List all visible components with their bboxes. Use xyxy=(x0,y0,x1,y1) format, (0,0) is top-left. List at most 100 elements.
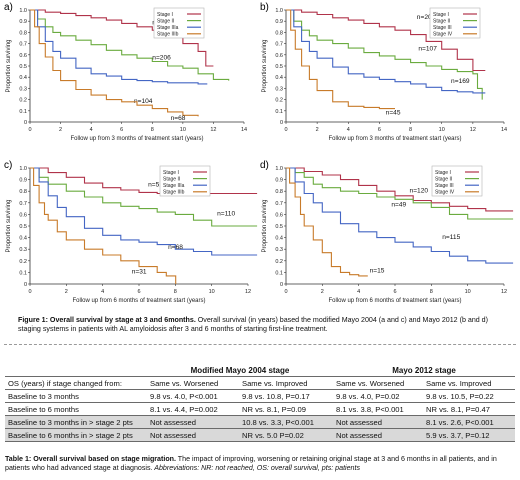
table-group-header: Mayo 2012 stage xyxy=(392,366,456,375)
y-tick-label: 0.2 xyxy=(275,98,283,104)
table-row: Baseline to 3 months in > stage 2 pts No… xyxy=(5,415,515,429)
y-tick-label: 0.5 xyxy=(19,224,27,230)
series-line xyxy=(30,9,199,117)
x-tick-label: 12 xyxy=(245,289,251,295)
y-tick-label: 0.5 xyxy=(19,64,27,70)
y-tick-label: 0.4 xyxy=(19,236,27,242)
x-tick-label: 10 xyxy=(180,127,186,133)
y-tick-label: 0 xyxy=(24,120,27,126)
km-panel-b: b) 0 0.1 0.2 0.3 0.4 0.5 0.6 0.7 0.8 0.9 1.0 0 2 4 6 8 10… xyxy=(260,2,516,150)
km-chart-svg: d) 0 0.1 0.2 0.3 0.4 0.5 0.6 0.7 0.8 0.9 1.0 0 2 4 6 8 10… xyxy=(260,160,514,304)
table-cell: Baseline to 3 months xyxy=(5,389,147,403)
y-tick-label: 0 xyxy=(24,282,27,288)
legend-box xyxy=(429,7,481,39)
table-cell: 10.8 vs. 3.3, P<0.001 xyxy=(239,415,333,429)
y-tick-label: 0.1 xyxy=(275,109,283,115)
table-cell: 8.1 vs. 3.8, P<0.001 xyxy=(333,402,423,416)
y-axis-label: Proportion surviving xyxy=(6,199,12,252)
table-row: Baseline to 3 months 9.8 vs. 4.0, P<0.00… xyxy=(5,389,515,403)
table-header-row: OS (years) if stage changed from: Same v… xyxy=(5,376,515,390)
x-tick-label: 8 xyxy=(151,127,154,133)
n-label: n=68 xyxy=(171,115,186,122)
n-label: n=49 xyxy=(391,201,406,208)
x-tick-label: 8 xyxy=(409,127,412,133)
legend-label: Stage III xyxy=(433,25,452,31)
table-caption: Table 1: Overall survival based on stage… xyxy=(5,455,515,472)
x-tick-label: 14 xyxy=(241,127,247,133)
km-chart-svg: a) 0 0.1 0.2 0.3 0.4 0.5 0.6 0.7 0.8 0.9 1.0 0 2 4 6 8 10… xyxy=(4,2,247,142)
y-tick-label: 0.8 xyxy=(19,30,27,36)
legend-label: Stage IIIa xyxy=(157,25,179,31)
x-tick-label: 0 xyxy=(28,127,31,133)
x-tick-label: 2 xyxy=(65,289,68,295)
legend-label: Stage II xyxy=(433,18,450,24)
y-tick-label: 0.1 xyxy=(19,109,27,115)
n-label: n=45 xyxy=(386,110,401,117)
y-tick-label: 0.2 xyxy=(19,98,27,104)
y-tick-label: 0.7 xyxy=(19,201,27,207)
legend-label: Stage IIIa xyxy=(163,183,185,189)
table-column-header: Same vs. Improved xyxy=(423,376,515,390)
y-tick-label: 0.9 xyxy=(19,178,27,184)
y-tick-label: 0.5 xyxy=(275,224,283,230)
n-label: n=206 xyxy=(152,54,171,61)
legend-label: Stage II xyxy=(435,176,452,182)
legend-label: Stage I xyxy=(157,12,173,18)
x-tick-label: 10 xyxy=(209,289,215,295)
y-tick-label: 0.9 xyxy=(275,178,283,184)
series-line xyxy=(286,9,486,72)
table-group-header-row: Modified Mayo 2004 stage Mayo 2012 stage xyxy=(5,365,515,377)
y-tick-label: 0.6 xyxy=(275,212,283,218)
series-line xyxy=(30,9,214,67)
km-panel-c: c) 0 0.1 0.2 0.3 0.4 0.5 0.6 0.7 0.8 0.9 1.0 0 2 4 6 8 10… xyxy=(4,160,258,312)
series-line xyxy=(286,167,514,264)
y-tick-label: 0.4 xyxy=(19,75,27,81)
table-cell: NR vs. 8.1, P=0.09 xyxy=(239,402,333,416)
y-tick-label: 0.5 xyxy=(275,64,283,70)
series-line xyxy=(30,9,208,85)
table-cell: 9.8 vs. 10.8, P=0.17 xyxy=(239,389,333,403)
table-cell: 5.9 vs. 3.7, P=0.12 xyxy=(423,428,515,442)
x-tick-label: 4 xyxy=(347,127,350,133)
x-tick-label: 4 xyxy=(90,127,93,133)
x-tick-label: 12 xyxy=(470,127,476,133)
table-column-header: Same vs. Worsened xyxy=(333,376,423,390)
x-tick-label: 2 xyxy=(316,127,319,133)
table-row: Baseline to 6 months 8.1 vs. 4.4, P=0.00… xyxy=(5,402,515,416)
x-axis-label: Follow up from 6 months of treatment sta… xyxy=(72,298,205,304)
y-tick-label: 0.9 xyxy=(275,19,283,25)
table-cell: Baseline to 3 months in > stage 2 pts xyxy=(5,415,147,429)
table-caption-text: The impact of improving, worsening or re… xyxy=(5,455,497,472)
y-tick-label: 0.8 xyxy=(19,189,27,195)
table-cell: Baseline to 6 months in > stage 2 pts xyxy=(5,428,147,442)
y-tick-label: 0.8 xyxy=(275,30,283,36)
table-column-header: Same vs. Worsened xyxy=(147,376,239,390)
table-cell: Not assessed xyxy=(147,428,239,442)
x-tick-label: 10 xyxy=(439,127,445,133)
y-tick-label: 0 xyxy=(280,282,283,288)
x-tick-label: 2 xyxy=(321,289,324,295)
legend-label: Stage I xyxy=(435,170,451,176)
table-cell: 8.1 vs. 4.4, P=0.002 xyxy=(147,402,239,416)
table-group-header: Modified Mayo 2004 stage xyxy=(190,366,290,375)
y-tick-label: 0.3 xyxy=(19,86,27,92)
panel-label: a) xyxy=(4,2,13,13)
os-table: Modified Mayo 2004 stage Mayo 2012 stage… xyxy=(5,365,515,442)
legend-label: Stage IIIb xyxy=(163,190,185,196)
legend-label: Stage IV xyxy=(433,32,453,38)
km-chart-svg: b) 0 0.1 0.2 0.3 0.4 0.5 0.6 0.7 0.8 0.9 1.0 0 2 4 6 8 10… xyxy=(260,2,507,142)
km-chart-svg: c) 0 0.1 0.2 0.3 0.4 0.5 0.6 0.7 0.8 0.9 1.0 0 2 4 6 8 10… xyxy=(4,160,258,304)
n-label: n=68 xyxy=(168,244,183,251)
x-axis-label: Follow up from 3 months of treatment sta… xyxy=(70,136,203,142)
panel-label: d) xyxy=(260,160,269,171)
y-tick-label: 0.6 xyxy=(19,212,27,218)
legend-label: Stage II xyxy=(157,18,174,24)
legend-label: Stage III xyxy=(435,183,454,189)
y-tick-label: 0.6 xyxy=(19,53,27,59)
legend-label: Stage II xyxy=(163,176,180,182)
table-group-spacer xyxy=(5,365,147,377)
